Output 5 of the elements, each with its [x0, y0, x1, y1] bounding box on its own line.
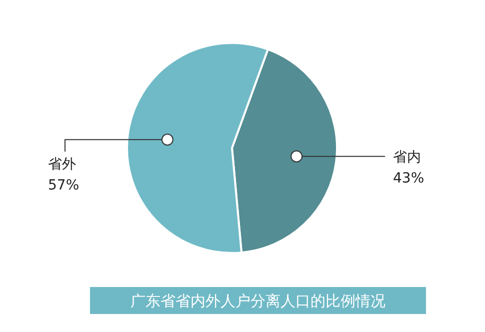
data-label: 57% — [48, 178, 80, 194]
slice-label: 省内 — [393, 149, 421, 166]
text: 广东省省内外人户分离人口的比例情况 — [130, 292, 386, 310]
slice-label: 省外 — [48, 156, 76, 173]
data-label: 43% — [393, 170, 424, 186]
